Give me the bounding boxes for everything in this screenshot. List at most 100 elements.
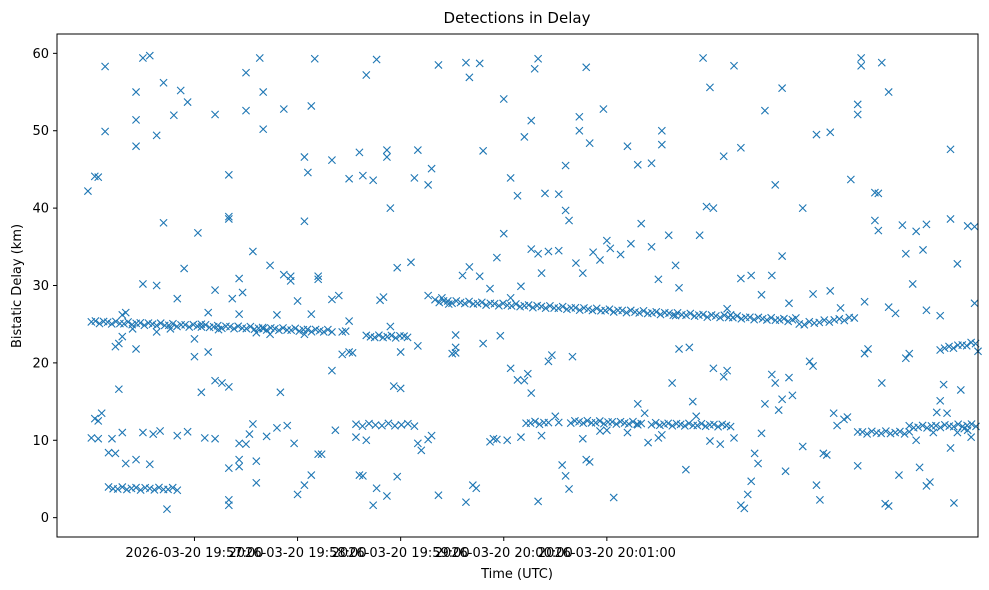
scatter-point bbox=[185, 323, 194, 331]
scatter-point bbox=[140, 321, 149, 330]
scatter-point bbox=[224, 501, 233, 510]
scatter-point bbox=[829, 409, 838, 418]
scatter-point bbox=[168, 483, 177, 492]
scatter-point bbox=[400, 332, 409, 341]
scatter-point bbox=[523, 369, 532, 378]
scatter-point bbox=[183, 98, 192, 107]
scatter-point bbox=[544, 418, 553, 427]
scatter-point bbox=[943, 409, 952, 418]
scatter-point bbox=[293, 296, 302, 305]
scatter-point bbox=[496, 331, 505, 340]
scatter-point bbox=[647, 159, 656, 168]
scatter-point bbox=[901, 354, 910, 363]
scatter-point bbox=[314, 275, 323, 284]
scatter-point bbox=[774, 406, 783, 415]
scatter-point bbox=[582, 455, 591, 464]
scatter-point bbox=[657, 126, 666, 135]
scatter-point bbox=[709, 364, 718, 373]
scatter-point bbox=[936, 423, 945, 432]
scatter-point bbox=[252, 478, 261, 487]
scatter-point bbox=[234, 322, 243, 331]
scatter-point bbox=[397, 420, 406, 429]
scatter-point bbox=[283, 421, 292, 430]
scatter-point bbox=[307, 471, 316, 480]
scatter-point bbox=[490, 299, 499, 308]
scatter-point bbox=[925, 478, 934, 487]
x-tick-label: 2026-03-20 20:01:00 bbox=[538, 546, 676, 561]
scatter-point bbox=[737, 314, 746, 323]
scatter-point bbox=[152, 321, 161, 330]
scatter-point bbox=[853, 110, 862, 119]
scatter-point bbox=[757, 290, 766, 299]
scatter-point bbox=[547, 351, 556, 360]
scatter-point bbox=[652, 307, 661, 316]
scatter-point bbox=[778, 395, 787, 404]
x-tick-label: 2026-03-20 19:58:00 bbox=[229, 546, 367, 561]
scatter-point bbox=[118, 483, 127, 492]
scatter-point bbox=[963, 421, 972, 430]
scatter-point bbox=[300, 481, 309, 490]
scatter-point bbox=[226, 322, 234, 331]
scatter-point bbox=[637, 219, 646, 228]
scatter-point bbox=[860, 297, 869, 306]
scatter-point bbox=[396, 348, 405, 357]
scatter-point bbox=[668, 421, 677, 430]
scatter-point bbox=[812, 481, 821, 490]
scatter-point bbox=[94, 434, 103, 443]
scatter-point bbox=[685, 343, 694, 352]
x-axis-title: Time (UTC) bbox=[480, 567, 553, 582]
scatter-point bbox=[588, 306, 597, 315]
scatter-point bbox=[668, 379, 677, 387]
scatter-point bbox=[537, 431, 546, 440]
scatter-point bbox=[159, 78, 168, 87]
scatter-point bbox=[242, 106, 250, 115]
scatter-point bbox=[877, 58, 886, 67]
scatter-point bbox=[351, 433, 360, 442]
scatter-point bbox=[101, 62, 110, 71]
scatter-point bbox=[190, 352, 199, 361]
scatter-point bbox=[853, 461, 862, 470]
scatter-point bbox=[747, 477, 756, 486]
scatter-point bbox=[274, 326, 283, 335]
scatter-point bbox=[279, 270, 288, 279]
scatter-point bbox=[224, 214, 233, 223]
scatter-point bbox=[923, 423, 932, 432]
scatter-point bbox=[527, 116, 536, 125]
scatter-point bbox=[255, 54, 264, 62]
scatter-point bbox=[358, 471, 367, 480]
scatter-point bbox=[779, 314, 788, 323]
scatter-point bbox=[156, 319, 165, 328]
scatter-point bbox=[846, 175, 855, 184]
scatter-point bbox=[900, 429, 909, 438]
scatter-point bbox=[673, 308, 682, 317]
scatter-point bbox=[197, 388, 206, 397]
scatter-point bbox=[736, 143, 745, 152]
scatter-point bbox=[103, 318, 112, 327]
scatter-point bbox=[403, 419, 412, 428]
y-tick-label: 0 bbox=[41, 511, 49, 526]
scatter-point bbox=[771, 379, 780, 387]
scatter-point bbox=[530, 64, 539, 73]
scatter-point bbox=[616, 250, 625, 259]
scatter-point bbox=[714, 422, 723, 431]
scatter-point bbox=[963, 221, 972, 230]
scatter-point bbox=[348, 348, 357, 357]
scatter-point bbox=[575, 112, 584, 121]
scatter-point bbox=[338, 327, 347, 336]
scatter-point bbox=[554, 246, 563, 255]
scatter-point bbox=[119, 319, 128, 328]
scatter-point bbox=[623, 428, 632, 437]
scatter-point bbox=[857, 54, 866, 62]
scatter-point bbox=[781, 467, 790, 476]
scatter-point bbox=[387, 331, 396, 340]
scatter-point bbox=[644, 438, 653, 447]
scatter-point bbox=[173, 486, 182, 495]
scatter-point bbox=[479, 146, 488, 155]
scatter-point bbox=[494, 301, 503, 310]
scatter-point bbox=[180, 264, 189, 273]
scatter-point bbox=[511, 299, 520, 308]
scatter-point bbox=[884, 303, 893, 312]
scatter-point bbox=[820, 316, 829, 325]
scatter-point bbox=[884, 502, 893, 511]
scatter-point bbox=[374, 331, 383, 340]
